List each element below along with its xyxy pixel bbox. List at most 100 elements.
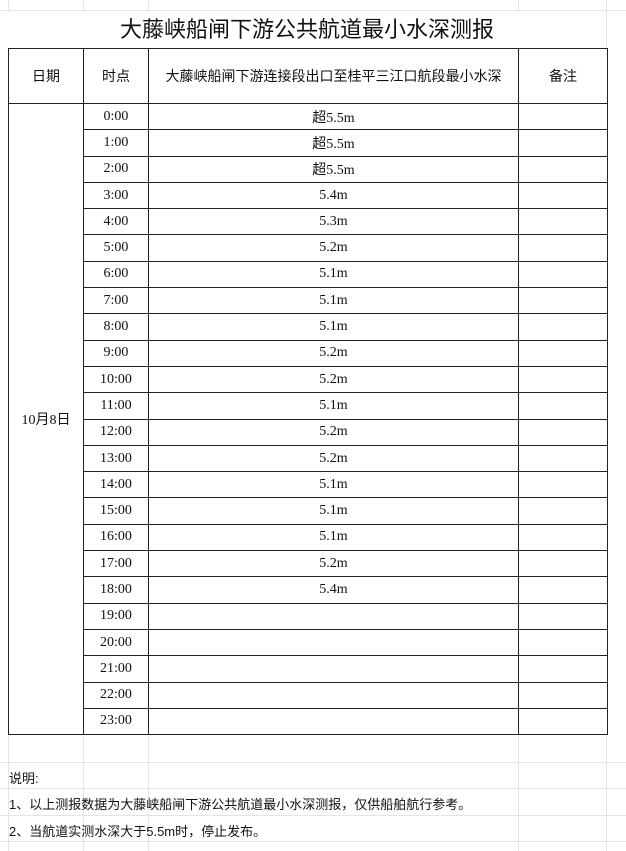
note-2: 2、当航道实测水深大于5.5m时，停止发布。 [9,824,267,839]
depth-cell: 5.2m [148,550,519,578]
table-row: 17:00 5.2m [9,550,608,578]
time-cell: 12:00 [83,418,149,446]
table-row: 14:00 5.1m [9,471,608,499]
table-row: 5:00 5.2m [9,234,608,262]
table-row: 22:00 [9,681,608,709]
time-cell: 0:00 [83,102,149,131]
time-cell: 8:00 [83,313,149,341]
time-cell: 23:00 [83,707,149,736]
time-cell: 11:00 [83,392,149,420]
remark-cell [518,181,608,210]
time-cell: 13:00 [83,444,149,473]
remark-cell [518,550,608,578]
remark-cell [518,602,608,630]
remark-cell [518,418,608,446]
remark-cell [518,628,608,657]
depth-cell: 5.1m [148,260,519,289]
depth-cell: 5.1m [148,392,519,420]
table-row: 2:00 超5.5m [9,155,608,183]
time-cell: 4:00 [83,208,149,236]
time-cell: 20:00 [83,628,149,657]
table-row: 18:00 5.4m [9,576,608,604]
depth-cell: 5.4m [148,181,519,210]
depth-cell: 超5.5m [148,155,519,183]
remark-cell [518,234,608,262]
time-cell: 18:00 [83,576,149,604]
table-row: 9:00 5.2m [9,339,608,367]
depth-cell: 5.2m [148,444,519,473]
depth-cell: 5.1m [148,523,519,552]
time-cell: 15:00 [83,497,149,525]
remark-cell [518,339,608,367]
table-row: 8:00 5.1m [9,313,608,341]
remark-cell [518,707,608,736]
remark-cell [518,444,608,473]
table-row: 7:00 5.1m [9,287,608,315]
page-title: 大藤峡船闸下游公共航道最小水深测报 [8,12,606,48]
time-cell: 19:00 [83,602,149,630]
table-row: 21:00 [9,655,608,683]
time-cell: 7:00 [83,287,149,315]
depth-cell: 5.2m [148,234,519,262]
table-row: 12:00 5.2m [9,418,608,446]
depth-cell: 5.1m [148,471,519,499]
table-row: 4:00 5.3m [9,208,608,236]
depth-cell [148,707,519,736]
depth-cell: 超5.5m [148,102,519,131]
depth-table: 日期 时点 大藤峡船闸下游连接段出口至桂平三江口航段最小水深 备注 10月8日 0… [8,48,608,736]
depth-cell: 5.1m [148,313,519,341]
time-cell: 22:00 [83,681,149,709]
remark-cell [518,313,608,341]
table-row: 6:00 5.1m [9,260,608,289]
time-cell: 2:00 [83,155,149,183]
remark-cell [518,155,608,183]
table-row: 15:00 5.1m [9,497,608,525]
time-cell: 16:00 [83,523,149,552]
table-row: 1:00 超5.5m [9,129,608,157]
time-cell: 10:00 [83,365,149,394]
time-cell: 6:00 [83,260,149,289]
remark-cell [518,392,608,420]
remark-cell [518,129,608,157]
depth-cell [148,681,519,709]
table-row: 19:00 [9,602,608,630]
table-row: 20:00 [9,628,608,657]
remark-cell [518,655,608,683]
remark-cell [518,260,608,289]
table-row: 3:00 5.4m [9,181,608,210]
depth-cell [148,628,519,657]
time-cell: 17:00 [83,550,149,578]
time-cell: 3:00 [83,181,149,210]
remark-cell [518,208,608,236]
depth-cell: 5.2m [148,339,519,367]
depth-cell: 超5.5m [148,129,519,157]
depth-cell [148,602,519,630]
depth-cell: 5.2m [148,365,519,394]
time-cell: 9:00 [83,339,149,367]
table-row: 16:00 5.1m [9,523,608,552]
time-cell: 1:00 [83,129,149,157]
remark-cell [518,681,608,709]
date-cell: 10月8日 [8,102,84,736]
depth-cell: 5.2m [148,418,519,446]
header-remark: 备注 [518,48,608,104]
table-row: 23:00 [9,707,608,736]
depth-cell: 5.1m [148,287,519,315]
note-1: 1、以上测报数据为大藤峡船闸下游公共航道最小水深测报，仅供船舶航行参考。 [9,797,472,812]
depth-cell [148,655,519,683]
time-cell: 14:00 [83,471,149,499]
table-row: 11:00 5.1m [9,392,608,420]
depth-cell: 5.4m [148,576,519,604]
time-cell: 21:00 [83,655,149,683]
table-row: 10月8日 0:00 超5.5m [8,102,608,736]
table-row: 10:00 5.2m [9,365,608,394]
remark-cell [518,365,608,394]
time-cell: 5:00 [83,234,149,262]
depth-cell: 5.3m [148,208,519,236]
remark-cell [518,576,608,604]
remark-cell [518,523,608,552]
depth-cell: 5.1m [148,497,519,525]
notes-heading: 说明: [9,771,39,786]
header-time: 时点 [83,48,149,104]
remark-cell [518,287,608,315]
